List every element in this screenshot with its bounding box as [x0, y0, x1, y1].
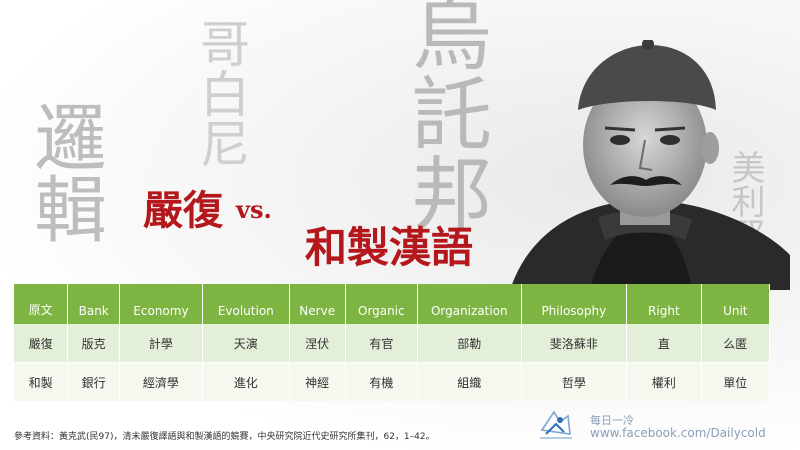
table-cell: 有機 [345, 362, 419, 401]
title-yanfu: 嚴復 [143, 187, 223, 234]
reference-citation: 參考資料：黃克武(民97)，清末嚴復譯語與和製漢語的競賽，中央研究院近代史研究所… [14, 432, 435, 442]
table-cell: 涅伏 [289, 324, 346, 363]
header-cell: Unit [701, 284, 771, 324]
table-cell: 天演 [202, 324, 290, 363]
dailycold-logo-icon [540, 410, 572, 439]
table-header-row: 原文 Bank Economy Evolution Nerve Organic … [14, 284, 771, 324]
header-cell: Economy [119, 284, 203, 324]
table-cell: 版克 [67, 324, 121, 363]
table-cell: 權利 [626, 362, 702, 401]
portrait-image [510, 40, 790, 290]
bg-calligraphy-copernicus: 哥白尼 [192, 18, 250, 168]
table-cell: 直 [626, 324, 702, 363]
table-cell: 計學 [119, 324, 203, 363]
table-cell: 進化 [202, 362, 290, 401]
header-cell: Organization [417, 284, 522, 324]
header-cell: Right [626, 284, 702, 324]
table-cell: 組織 [417, 362, 522, 401]
table-cell: 么匿 [701, 324, 771, 363]
header-cell: 原文 [14, 284, 69, 324]
bg-calligraphy-logic: 邏輯 [22, 100, 106, 244]
table-cell: 神經 [289, 362, 346, 401]
table-row: 和製 銀行 經濟學 進化 神經 有機 組織 哲學 權利 單位 [14, 362, 771, 401]
translation-comparison-table: 原文 Bank Economy Evolution Nerve Organic … [14, 284, 771, 401]
table-cell: 單位 [701, 362, 771, 401]
table-cell: 有官 [345, 324, 419, 363]
header-cell: Bank [67, 284, 121, 324]
table-cell: 哲學 [521, 362, 628, 401]
table-cell: 部勒 [417, 324, 522, 363]
bg-calligraphy-utopia: 烏託邦 [399, 0, 492, 232]
brand-name: 每日一冷 [590, 414, 634, 427]
title-vs: vs. [236, 195, 272, 224]
table-cell: 嚴復 [14, 324, 69, 363]
table-cell: 銀行 [67, 362, 121, 401]
title-wasei-kango: 和製漢語 [305, 223, 474, 272]
header-cell: Evolution [202, 284, 290, 324]
table-row: 嚴復 版克 計學 天演 涅伏 有官 部勒 斐洛蘇非 直 么匿 [14, 324, 771, 363]
brand-facebook-link[interactable]: www.facebook.com/Dailycold [590, 426, 766, 440]
table-cell: 和製 [14, 362, 69, 401]
table-cell: 斐洛蘇非 [521, 324, 628, 363]
header-cell: Philosophy [521, 284, 628, 324]
header-cell: Nerve [289, 284, 346, 324]
table-cell: 經濟學 [119, 362, 203, 401]
header-cell: Organic [345, 284, 419, 324]
